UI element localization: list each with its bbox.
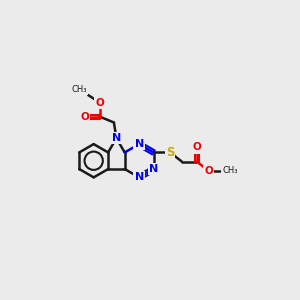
Text: S: S — [166, 146, 174, 159]
Text: O: O — [80, 112, 89, 122]
Text: O: O — [192, 142, 201, 152]
Text: O: O — [95, 98, 104, 107]
Text: N: N — [134, 172, 144, 182]
Text: N: N — [134, 139, 144, 149]
Text: N: N — [149, 164, 158, 174]
Text: O: O — [204, 166, 213, 176]
Text: CH₃: CH₃ — [222, 166, 238, 175]
Text: CH₃: CH₃ — [71, 85, 87, 94]
Text: N: N — [112, 133, 121, 143]
